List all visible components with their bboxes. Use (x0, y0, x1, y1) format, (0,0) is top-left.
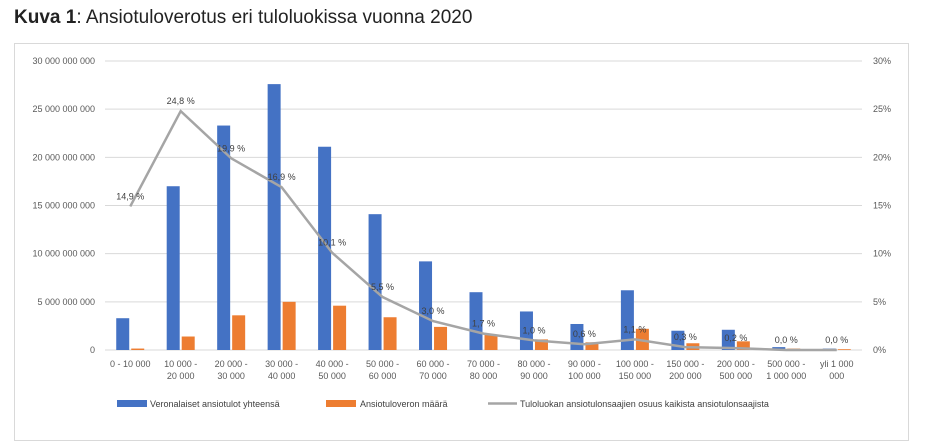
bar-tax (534, 339, 548, 350)
figure-caption: : Ansiotuloverotus eri tuloluokissa vuon… (76, 7, 473, 28)
share-data-label: 0,0 % (775, 335, 798, 345)
category-label: 70 000 - (467, 359, 500, 369)
bar-tax (383, 317, 397, 350)
bar-tax (282, 301, 296, 350)
share-data-label: 0,2 % (724, 333, 747, 343)
bar-income (116, 318, 130, 350)
bar-tax (484, 334, 498, 350)
category-label: yli 1 000 (820, 359, 854, 369)
category-label: 90 000 (520, 371, 548, 381)
category-label: 100 000 - (616, 359, 654, 369)
bar-tax (131, 348, 145, 350)
right-tick-label: 15% (873, 201, 891, 211)
bar-tax (434, 326, 448, 350)
category-label: 1 000 000 (766, 371, 806, 381)
category-label: 100 000 (568, 371, 601, 381)
bar-tax (837, 349, 851, 350)
share-line-path (129, 109, 837, 352)
category-label: 200 000 (669, 371, 702, 381)
share-data-label: 1,1 % (623, 324, 646, 334)
bar-income (267, 84, 281, 351)
bar-income (166, 186, 180, 350)
legend-label: Tuloluokan ansiotulonsaajien osuus kaiki… (520, 399, 769, 409)
bar-income (469, 292, 483, 350)
category-label: 0 - 10 000 (110, 359, 151, 369)
left-axis-ticks: 0 5 000 000 000 10 000 000 000 15 000 000 0… (32, 56, 95, 355)
right-tick-label: 0% (873, 345, 886, 355)
category-label: 80 000 - (517, 359, 550, 369)
share-data-label: 14,9 % (116, 191, 144, 201)
left-tick-label: 15 000 000 000 (32, 201, 95, 211)
bar-income (721, 329, 735, 350)
category-label: 500 000 - (767, 359, 805, 369)
bar-tax (232, 315, 246, 350)
bar-income (620, 290, 634, 350)
bar-income (368, 214, 382, 350)
category-label: 50 000 - (366, 359, 399, 369)
category-label: 30 000 - (265, 359, 298, 369)
share-data-label: 1,7 % (472, 319, 495, 329)
category-labels: 0 - 10 000 10 000 - 20 000 20 000 - 30 000 30… (110, 359, 854, 381)
bar-tax (585, 342, 599, 350)
share-data-label: 16,9 % (268, 172, 296, 182)
figure-number: Kuva 1 (14, 7, 77, 28)
chart-frame (14, 43, 909, 441)
bar-tax (181, 336, 195, 350)
share-data-label: 0,0 % (825, 335, 848, 345)
share-data-label: 5,5 % (371, 282, 394, 292)
legend-label: Veronalaiset ansiotulot yhteensä (150, 399, 280, 409)
bar-income (318, 146, 332, 350)
category-label: 80 000 (470, 371, 498, 381)
left-tick-label: 0 (90, 345, 95, 355)
share-data-label: 19,9 % (217, 143, 245, 153)
category-label: 30 000 (217, 371, 245, 381)
category-label: 60 000 - (417, 359, 450, 369)
category-label: 150 000 - (666, 359, 704, 369)
chart-title: Kuva 1: Ansiotuloverotus eri tuloluokiss… (14, 7, 472, 29)
category-label: 40 000 (268, 371, 296, 381)
share-data-label: 3,0 % (422, 306, 445, 316)
left-tick-label: 20 000 000 000 (32, 152, 95, 162)
bars (116, 84, 851, 351)
category-label: 70 000 (419, 371, 447, 381)
legend-label: Ansiotuloveron määrä (360, 399, 448, 409)
category-label: 500 000 (720, 371, 753, 381)
bar-tax (736, 341, 750, 350)
share-line: 14,9 % 24,8 % 19,9 % 16,9 % 10,1 % 5,5 % 3,0 %… (116, 96, 848, 352)
right-tick-label: 20% (873, 152, 891, 162)
category-label: 60 000 (369, 371, 397, 381)
share-data-label: 10,1 % (318, 238, 346, 248)
bar-income (419, 261, 433, 350)
right-tick-label: 25% (873, 104, 891, 114)
left-tick-label: 10 000 000 000 (32, 249, 95, 259)
category-label: 20 000 - (215, 359, 248, 369)
right-tick-label: 5% (873, 297, 886, 307)
share-data-label: 1,0 % (522, 325, 545, 335)
left-tick-label: 25 000 000 000 (32, 104, 95, 114)
share-data-label: 0,6 % (573, 329, 596, 339)
right-tick-label: 10% (873, 249, 891, 259)
share-data-label: 24,8 % (167, 96, 195, 106)
category-label: 20 000 (167, 371, 195, 381)
share-data-label: 0,3 % (674, 332, 697, 342)
right-axis-ticks: 0% 5% 10% 15% 20% 25% 30% (873, 56, 891, 355)
bar-income (217, 125, 231, 350)
category-label: 150 000 (619, 371, 652, 381)
bar-tax (333, 305, 347, 350)
category-label: 40 000 - (316, 359, 349, 369)
category-label: 000 (829, 371, 844, 381)
category-label: 10 000 - (164, 359, 197, 369)
left-tick-label: 5 000 000 000 (37, 297, 95, 307)
legend: Veronalaiset ansiotulot yhteensä Ansiotul… (117, 399, 769, 409)
right-tick-label: 30% (873, 56, 891, 66)
legend-swatch (117, 400, 147, 407)
category-label: 50 000 (318, 371, 346, 381)
legend-swatch (326, 400, 356, 407)
left-tick-label: 30 000 000 000 (32, 56, 95, 66)
category-label: 90 000 - (568, 359, 601, 369)
category-label: 200 000 - (717, 359, 755, 369)
